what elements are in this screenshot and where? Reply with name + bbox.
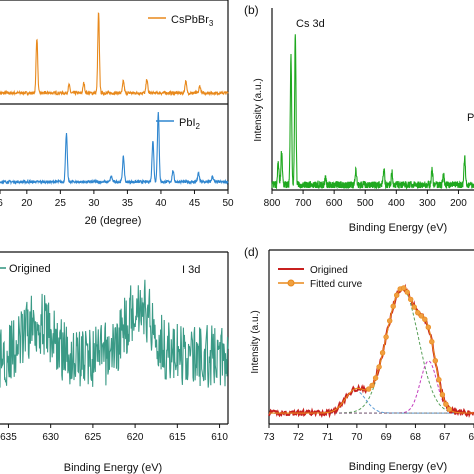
- b-tick-label-2: 600: [326, 198, 343, 209]
- panel-a-x-ticks: 6 20 25 30 35 40 45 50: [0, 190, 234, 209]
- panel-b-x-label: Binding Energy (eV): [349, 222, 447, 234]
- legend-origined-c: Origined: [0, 263, 51, 275]
- b-tick-label-4: 400: [388, 198, 405, 209]
- b-tick-label-1: 700: [295, 198, 312, 209]
- d-tick-label-3: 70: [351, 432, 363, 443]
- fitted-point-5: [383, 334, 389, 340]
- fitted-point-4: [379, 350, 386, 356]
- legend-fitted-d: Fitted curve: [278, 279, 363, 290]
- legend-pbi2: PbI2: [156, 117, 201, 131]
- panel-d: (d) Intensity (a.u.) 73 72 71 70 69 68 67 66 Or…: [244, 245, 474, 473]
- panel-c: 635 630 625 620 615 610 Origined I 3d Binding…: [0, 251, 229, 474]
- legend-cspbbr3-label: CsPbBr3: [171, 14, 214, 28]
- a-tick-label-1: 20: [21, 198, 33, 209]
- panel-b-label: (b): [244, 3, 259, 17]
- legend-origined-d-label: Origined: [310, 265, 348, 276]
- fitted-point-21: [439, 392, 446, 398]
- d-tick-label-4: 69: [381, 432, 393, 443]
- a-tick-label-5: 40: [155, 198, 167, 209]
- legend-origined-d: Origined: [278, 265, 348, 276]
- fitted-point-14: [415, 310, 421, 316]
- pbi2-pattern: [0, 111, 229, 186]
- panel-b-y-label: Intensity (a.u.): [253, 78, 264, 141]
- panel-a: 6 20 25 30 35 40 45 50 CsPbBr3 PbI2 2θ (degree): [0, 0, 234, 227]
- cs3d-annotation: Cs 3d: [296, 18, 325, 30]
- c-tick-label-2: 625: [85, 432, 102, 443]
- fitted-point-0: [365, 386, 372, 392]
- legend-pbi2-label: PbI2: [179, 117, 201, 131]
- fitted-point-6: [387, 318, 393, 324]
- fitted-point-8: [394, 292, 400, 298]
- a-tick-label-4: 35: [122, 198, 134, 209]
- fitted-point-3: [376, 364, 382, 370]
- fitted-point-13: [411, 304, 417, 310]
- panel-d-y-label: Intensity (a.u.): [250, 310, 261, 373]
- fitted-point-15: [418, 313, 424, 319]
- fitted-point-22: [443, 401, 449, 407]
- i3d-fit: [268, 283, 474, 419]
- i3d-annotation: I 3d: [182, 264, 200, 276]
- a-tick-label-2: 25: [55, 198, 67, 209]
- cspbbr3-pattern: [0, 12, 229, 97]
- fitted-point-20: [436, 377, 442, 383]
- d-tick-label-7: 66: [468, 432, 474, 443]
- legend-fitted-d-label: Fitted curve: [310, 279, 363, 290]
- fitted-point-7: [390, 303, 396, 309]
- panel-c-x-ticks: 635 630 625 620 615 610: [0, 424, 228, 443]
- fitted-point-19: [432, 358, 438, 364]
- legend-origined-c-label: Origined: [9, 263, 51, 275]
- b-tick-label-0: 800: [264, 198, 281, 209]
- b-tick-label-5: 300: [419, 198, 436, 209]
- panel-d-label: (d): [244, 245, 259, 259]
- panel-b: (b) Intensity (a.u.) 800 700 600 500 400 300 2…: [244, 3, 474, 234]
- fitted-point-10: [401, 285, 407, 291]
- a-tick-label-3: 30: [88, 198, 100, 209]
- c-tick-label-1: 630: [42, 432, 59, 443]
- c-tick-label-3: 620: [127, 432, 144, 443]
- i3d-line: [0, 279, 229, 388]
- d-tick-label-5: 68: [410, 432, 422, 443]
- fit-component-1: [269, 287, 474, 414]
- c-tick-label-0: 635: [0, 432, 17, 443]
- p-annotation: P: [467, 112, 474, 124]
- c-tick-label-4: 615: [169, 432, 186, 443]
- d-tick-label-2: 71: [322, 432, 334, 443]
- fitted-point-11: [404, 289, 410, 295]
- fitted-point-16: [422, 316, 428, 322]
- panel-d-x-label: Binding Energy (eV): [349, 461, 447, 473]
- pbi2-line: [0, 111, 229, 186]
- c-tick-label-5: 610: [211, 432, 228, 443]
- fitted-point-12: [408, 296, 414, 303]
- legend-cspbbr3: CsPbBr3: [148, 14, 214, 28]
- panel-a-x-label: 2θ (degree): [85, 215, 142, 227]
- a-tick-label-0: 6: [0, 198, 3, 209]
- cspbbr3-line: [0, 12, 229, 97]
- d-tick-label-1: 72: [293, 432, 305, 443]
- panel-d-x-ticks: 73 72 71 70 69 68 67 66: [263, 424, 474, 443]
- panel-b-x-ticks: 800 700 600 500 400 300 200: [264, 190, 467, 209]
- fitted-point-2: [372, 375, 379, 381]
- b-tick-label-3: 500: [357, 198, 374, 209]
- b-tick-label-6: 200: [450, 198, 467, 209]
- survey-spectrum: [271, 34, 474, 191]
- d-tick-label-0: 73: [263, 432, 275, 443]
- i3d-spectrum: [0, 279, 229, 388]
- fitted-point-18: [429, 339, 435, 345]
- a-tick-label-6: 45: [189, 198, 201, 209]
- survey-line: [271, 34, 474, 191]
- legend-fitted-d-marker: [287, 279, 295, 287]
- fitted-point-1: [369, 382, 375, 389]
- fitted-point-23: [446, 406, 453, 412]
- panel-c-x-label: Binding Energy (eV): [64, 462, 162, 474]
- fitted-point-17: [425, 324, 431, 330]
- a-tick-label-7: 50: [222, 198, 234, 209]
- d-tick-label-6: 67: [439, 432, 451, 443]
